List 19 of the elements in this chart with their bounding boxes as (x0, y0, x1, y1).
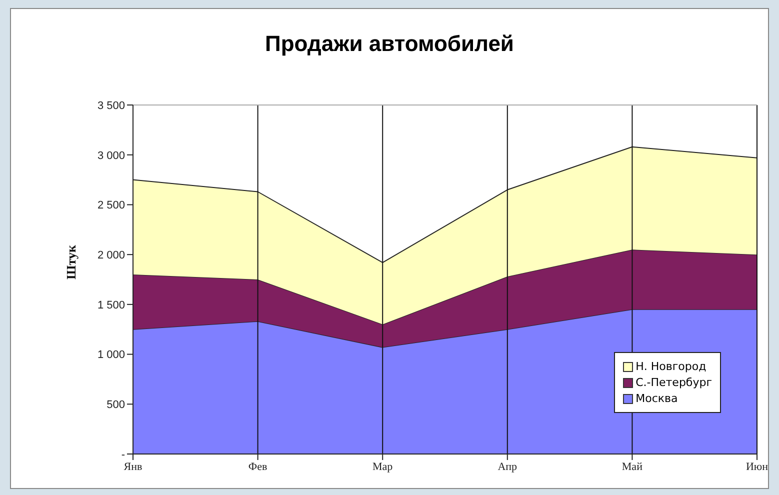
legend-label: Н. Новгород (636, 360, 706, 373)
y-tick-label: 500 (106, 399, 125, 412)
y-tick-label: 2 000 (97, 249, 125, 262)
y-tick-label: 3 000 (97, 150, 125, 162)
legend-label: С.-Петербург (636, 376, 712, 389)
x-tick-label: Май (622, 460, 643, 473)
x-tick-label: Июн (746, 460, 768, 473)
chart-title: Продажи автомобилей (264, 31, 515, 57)
x-tick-label: Фев (248, 460, 268, 473)
x-tick-label: Мар (372, 460, 394, 473)
x-tick-label: Янв (124, 460, 142, 473)
y-tick-label: 3 500 (97, 100, 125, 112)
y-tick-label: 2 500 (97, 200, 125, 212)
y-axis-title: Штук (64, 244, 79, 280)
y-tick-label: 1 000 (97, 349, 125, 362)
x-tick-label: Апр (498, 460, 518, 473)
y-tick-label: 1 500 (97, 299, 125, 312)
y-tick-label: - (121, 448, 126, 461)
series-label: Москва (636, 392, 678, 405)
